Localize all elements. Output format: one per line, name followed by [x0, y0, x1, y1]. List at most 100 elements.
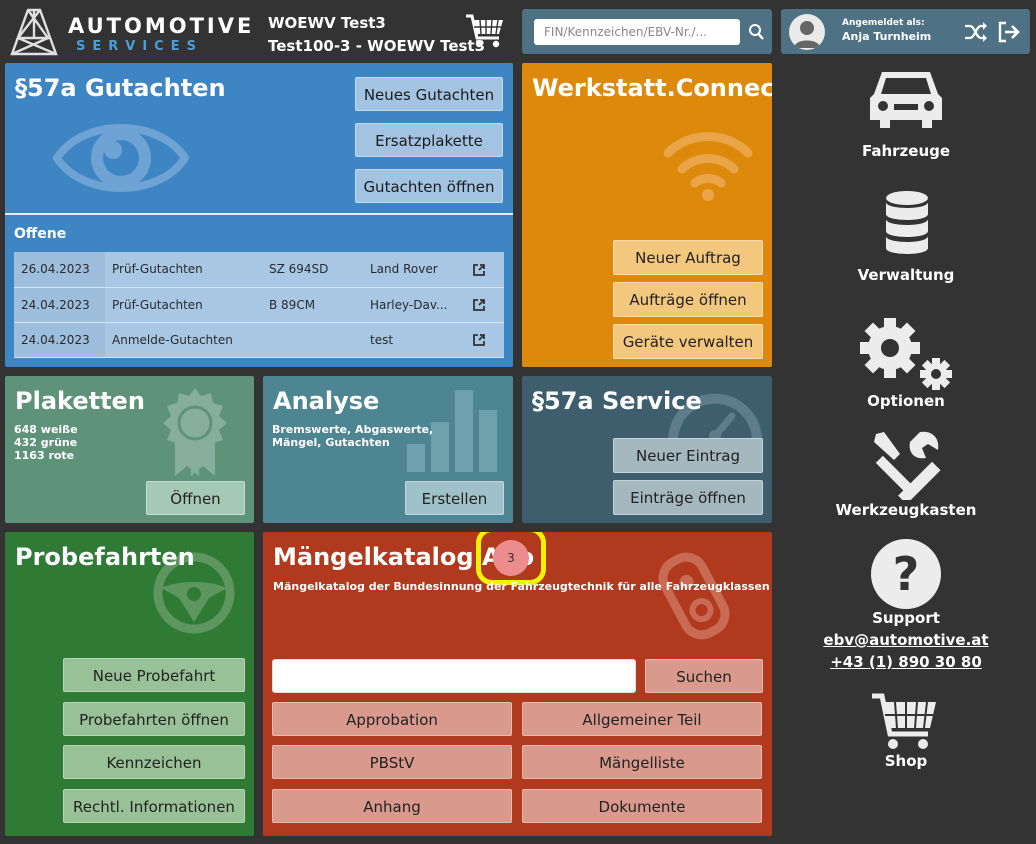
plaketten-title: Plaketten [15, 387, 145, 415]
open-entries-button[interactable]: Einträge öffnen [613, 480, 763, 515]
sidebar-label-optionen: Optionen [867, 392, 945, 410]
highlight-ring [476, 532, 546, 585]
row-vehicle: test [363, 322, 465, 358]
documents-button[interactable]: Dokumente [522, 789, 762, 823]
table-row[interactable]: 24.04.2023 Anmelde-Gutachten test [14, 322, 504, 358]
sidebar-item-werkzeugkasten[interactable]: Werkzeugkasten [800, 428, 1012, 520]
new-gutachten-button[interactable]: Neues Gutachten [355, 77, 503, 111]
sidebar-item-fahrzeuge[interactable]: Fahrzeuge [800, 62, 1012, 162]
table-row[interactable]: 24.04.2023 Prüf-Gutachten B 89CM Harley-… [14, 287, 504, 323]
ersatzplakette-button[interactable]: Ersatzplakette [355, 123, 503, 157]
gears-icon [860, 318, 952, 390]
create-analysis-button[interactable]: Erstellen [405, 481, 504, 515]
user-panel: Angemeldet als: Anja Turnheim [781, 9, 1030, 54]
sidebar-item-optionen[interactable]: Optionen [800, 312, 1012, 412]
table-row[interactable]: 26.04.2023 Prüf-Gutachten SZ 694SD Land … [14, 252, 504, 288]
logo-wordmark: AUTOMOTIVE [68, 14, 255, 38]
tools-icon [874, 431, 941, 500]
row-vehicle: Harley-Dav... [363, 287, 465, 323]
sidebar-item-shop[interactable]: Shop [800, 690, 1012, 772]
external-link-icon[interactable] [472, 263, 486, 277]
maengel-search-button[interactable]: Suchen [645, 659, 763, 693]
pbstv-button[interactable]: PBStV [272, 745, 512, 779]
shopping-cart-icon [872, 693, 936, 749]
manage-devices-button[interactable]: Geräte verwalten [613, 324, 763, 359]
award-badge-icon [163, 388, 227, 476]
wifi-icon [663, 132, 753, 201]
context-info: WOEWV Test3 Test100-3 - WOEWV Test3 [268, 12, 485, 58]
defect-list-button[interactable]: Mängelliste [522, 745, 762, 779]
sidebar-label-fahrzeuge: Fahrzeuge [861, 142, 951, 160]
werkstatt-title: Werkstatt.Connect [532, 74, 772, 102]
context-company: WOEWV Test3 [268, 14, 386, 32]
open-plaketten-button[interactable]: Öffnen [146, 481, 245, 515]
help-icon[interactable]: ? [870, 538, 942, 610]
eye-icon [53, 124, 189, 192]
support-phone-link[interactable]: +43 (1) 890 30 80 [830, 653, 982, 671]
sidebar-label-shop: Shop [884, 752, 928, 770]
approbation-button[interactable]: Approbation [272, 702, 512, 736]
open-test-drives-button[interactable]: Probefahrten öffnen [63, 702, 245, 736]
row-action[interactable] [465, 252, 504, 288]
notification-badge[interactable]: 3 [493, 540, 529, 576]
new-entry-button[interactable]: Neuer Eintrag [613, 438, 763, 473]
maengel-search-input[interactable] [272, 659, 636, 693]
maengelkatalog-tile: Mängelkatalog Abo 3 Mängelkatalog der Bu… [263, 532, 772, 836]
open-section-label: Offene [14, 226, 67, 242]
key-fob-icon [658, 552, 730, 640]
legal-info-button[interactable]: Rechtl. Informationen [63, 789, 245, 823]
row-type: Anmelde-Gutachten [105, 322, 262, 358]
user-name: Anja Turnheim [842, 30, 932, 43]
support-email-link[interactable]: ebv@automotive.at [823, 631, 989, 649]
context-location: Test100-3 - WOEWV Test3 [268, 37, 486, 55]
row-date: 26.04.2023 [14, 252, 105, 288]
external-link-icon[interactable] [472, 298, 486, 312]
open-gutachten-button[interactable]: Gutachten öffnen [355, 169, 503, 203]
external-link-icon[interactable] [472, 333, 486, 347]
row-plate: SZ 694SD [262, 252, 363, 288]
car-icon [870, 72, 942, 128]
probefahrten-tile: Probefahrten Neue Probefahrt Probefahrte… [5, 532, 254, 836]
svg-text:?: ? [893, 547, 920, 601]
sidebar-label-werkzeugkasten: Werkzeugkasten [835, 501, 977, 519]
row-vehicle: Land Rover [363, 252, 465, 288]
gutachten-title: §57a Gutachten [15, 74, 226, 102]
analyse-tile: Analyse Bremswerte, Abgaswerte, Mängel, … [263, 376, 513, 523]
header-cart-icon[interactable] [464, 12, 506, 50]
row-action[interactable] [465, 322, 504, 358]
maengelkatalog-title: Mängelkatalog Abo [273, 543, 535, 571]
row-date: 24.04.2023 [14, 322, 105, 358]
row-date: 24.04.2023 [14, 287, 105, 323]
license-plates-button[interactable]: Kennzeichen [63, 745, 245, 779]
sidebar-item-support: ? Support ebv@automotive.at +43 (1) 890 … [800, 536, 1012, 676]
werkstatt-tile: Werkstatt.Connect Neuer Auftrag Aufträge… [522, 63, 772, 367]
service-tile: §57a Service Neuer Eintrag Einträge öffn… [522, 376, 772, 523]
row-plate: B 89CM [262, 287, 363, 323]
row-type: Prüf-Gutachten [105, 287, 262, 323]
appendix-button[interactable]: Anhang [272, 789, 512, 823]
plaketten-tile: Plaketten 648 weiße 432 grüne 1163 rote … [5, 376, 254, 523]
steering-wheel-icon [153, 552, 235, 634]
sidebar-label-verwaltung: Verwaltung [857, 266, 955, 284]
divider [5, 213, 513, 215]
row-plate [262, 322, 363, 358]
brand-logo[interactable]: AUTOMOTIVE SERVICES [8, 8, 251, 56]
logo-subline: SERVICES [76, 39, 203, 54]
row-type: Prüf-Gutachten [105, 252, 262, 288]
new-order-button[interactable]: Neuer Auftrag [613, 240, 763, 275]
switch-user-icon[interactable] [964, 21, 988, 43]
search-icon[interactable] [748, 22, 766, 42]
maengelkatalog-subtitle: Mängelkatalog der Bundesinnung der Fahrz… [273, 580, 770, 593]
new-test-drive-button[interactable]: Neue Probefahrt [63, 658, 245, 692]
general-part-button[interactable]: Allgemeiner Teil [522, 702, 762, 736]
search-input[interactable] [534, 19, 740, 45]
avatar[interactable] [789, 14, 825, 50]
logout-icon[interactable] [997, 21, 1021, 43]
gutachten-tile: §57a Gutachten Neues Gutachten Ersatzpla… [5, 63, 513, 367]
analyse-desc-2: Mängel, Gutachten [272, 436, 390, 449]
row-action[interactable] [465, 287, 504, 323]
open-orders-button[interactable]: Aufträge öffnen [613, 282, 763, 317]
logo-tower-icon [10, 8, 58, 56]
analyse-title: Analyse [273, 387, 380, 415]
sidebar-item-verwaltung[interactable]: Verwaltung [800, 190, 1012, 286]
